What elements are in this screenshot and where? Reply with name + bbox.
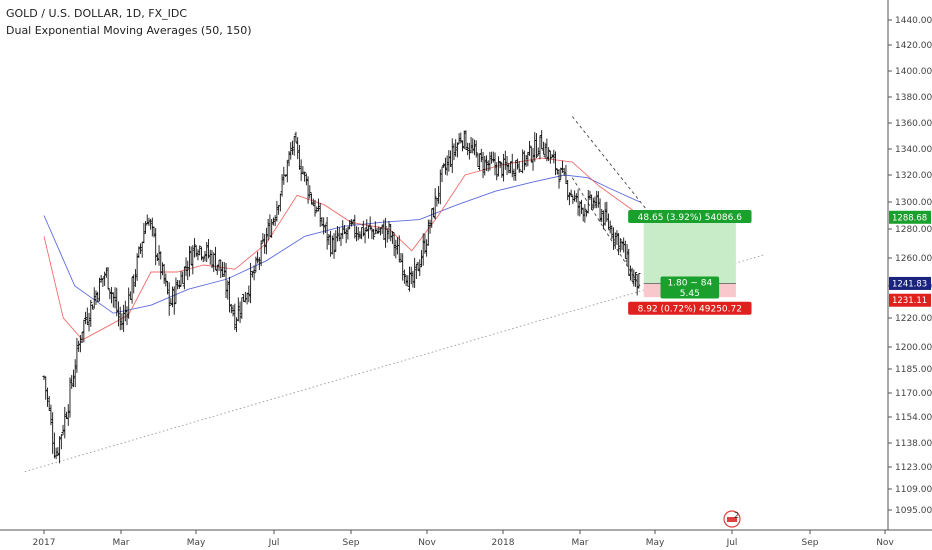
time-tick-label: Jul xyxy=(726,538,738,548)
price-tick-label: 1280.00 xyxy=(895,225,932,235)
price-tick-label: 1340.00 xyxy=(895,145,932,155)
event-icon-stripe xyxy=(727,517,737,522)
trendline-channel-upper-dashed[interactable] xyxy=(571,116,660,226)
price-tick-label: 1320.00 xyxy=(895,171,932,181)
axis-price-badge-label: 1241.83 xyxy=(892,279,927,289)
time-tick-label: Mar xyxy=(113,538,130,548)
time-tick-label: Sep xyxy=(802,538,819,548)
price-tick-label: 1123.00 xyxy=(895,463,932,473)
price-tick-label: 1260.00 xyxy=(895,254,932,264)
time-tick-label: 2017 xyxy=(33,538,56,548)
price-tick-label: 1095.00 xyxy=(895,506,932,516)
price-tick-label: 1380.00 xyxy=(895,93,932,103)
chart-title: GOLD / U.S. DOLLAR, 1D, FX_IDC xyxy=(6,7,188,20)
price-tick-label: 1109.00 xyxy=(895,485,932,495)
risk-reward-label: 1.80 ~ 84 xyxy=(667,278,712,288)
risk-reward-label-sub: 5.45 xyxy=(680,289,700,299)
time-tick-label: Mar xyxy=(572,538,589,548)
trendline-channel-lower-dashed[interactable] xyxy=(571,177,641,287)
time-tick-label: May xyxy=(646,538,665,548)
time-axis[interactable]: 2017 Mar May Jul Sep Nov 2018 Mar May Jul Sep Nov xyxy=(0,529,932,548)
time-tick-label: Sep xyxy=(343,538,360,548)
ema-fast-line[interactable] xyxy=(43,157,641,341)
price-tick-label: 1220.00 xyxy=(895,314,932,324)
time-tick-label: Jul xyxy=(268,538,280,548)
axis-price-badge[interactable] xyxy=(889,276,931,290)
price-tick-label: 1440.00 xyxy=(895,16,932,26)
plot-area[interactable]: 48.65 (3.92%) 54086.6 1.80 ~ 845.45 8.92 (… xyxy=(24,116,764,528)
axis-price-badge-label: 1231.11 xyxy=(892,296,927,306)
event-icon-count: 2 xyxy=(734,511,739,520)
profit-zone[interactable] xyxy=(643,215,736,284)
price-tick-label: 1200.00 xyxy=(895,343,932,353)
axis-price-badge[interactable] xyxy=(889,210,931,224)
time-tick-label: Nov xyxy=(418,538,436,548)
ohlc-bars[interactable] xyxy=(42,130,641,464)
price-axis[interactable]: 1440.00 1420.00 1400.00 1380.00 1360.00 1340.… xyxy=(887,0,932,530)
trendline-support-dotted[interactable] xyxy=(24,254,764,473)
indicator-label[interactable]: Dual Exponential Moving Averages (50, 15… xyxy=(6,24,252,37)
price-tick-label: 1420.00 xyxy=(895,41,932,51)
target-label: 48.65 (3.92%) 54086.6 xyxy=(638,213,743,223)
stop-label: 8.92 (0.72%) 49250.72 xyxy=(638,305,742,315)
stop-label-bg[interactable] xyxy=(628,301,752,315)
price-tick-label: 1400.00 xyxy=(895,67,932,77)
axis-price-badge-label: 1288.68 xyxy=(892,213,927,223)
time-tick-label: 2018 xyxy=(492,538,515,548)
target-label-bg[interactable] xyxy=(628,210,752,223)
risk-reward-label-bg[interactable] xyxy=(660,276,720,299)
price-tick-label: 1138.00 xyxy=(895,439,932,449)
axis-price-badge[interactable] xyxy=(889,293,931,307)
price-tick-label: 1185.00 xyxy=(895,365,932,375)
time-tick-label: May xyxy=(187,538,206,548)
price-tick-label: 1300.00 xyxy=(895,198,932,208)
time-tick-label: Nov xyxy=(876,538,894,548)
price-tick-label: 1154.00 xyxy=(895,413,932,423)
price-tick-label: 1170.00 xyxy=(895,389,932,399)
price-tick-label: 1360.00 xyxy=(895,119,932,129)
